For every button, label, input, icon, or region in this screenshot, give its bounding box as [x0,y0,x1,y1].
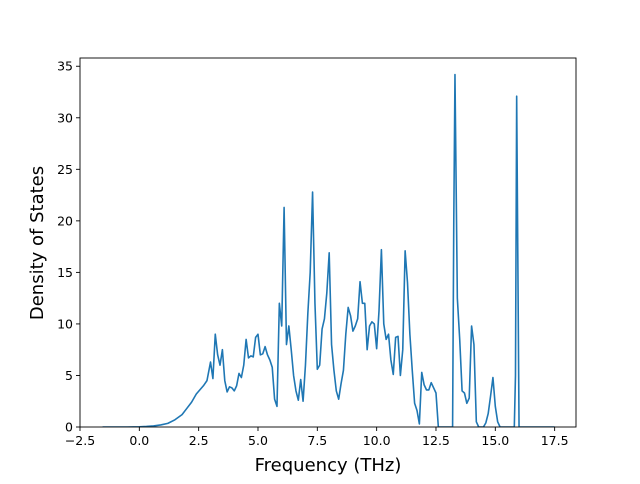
plot-area [102,73,555,427]
y-axis-label: Density of States [27,166,48,320]
x-tick-label: 17.5 [541,433,569,448]
y-tick-label: 35 [57,59,73,74]
axes-frame [79,57,577,428]
x-tick-label: 12.5 [422,433,450,448]
axes: −2.5 0.0 2.5 5.0 7.5 10.0 12.5 15.0 17.5 0 5 10 15 20… [57,57,577,448]
x-tick-label: 10.0 [363,433,391,448]
x-tick-label: 7.5 [307,433,327,448]
y-tick-label: 20 [57,213,73,228]
x-tick-label: 15.0 [481,433,509,448]
y-tick-label: 15 [57,265,73,280]
x-tick-label: 0.0 [129,433,149,448]
y-tick-label: 30 [57,110,73,125]
y-tick-label: 10 [57,316,73,331]
x-tick-label: −2.5 [65,433,95,448]
x-tick-label: 5.0 [248,433,268,448]
x-axis-label: Frequency (THz) [255,455,402,476]
y-tick-label: 5 [65,368,73,383]
y-tick-label: 0 [65,420,73,435]
y-tick-label: 25 [57,162,73,177]
series-line-0 [102,73,555,427]
x-tick-label: 2.5 [189,433,209,448]
